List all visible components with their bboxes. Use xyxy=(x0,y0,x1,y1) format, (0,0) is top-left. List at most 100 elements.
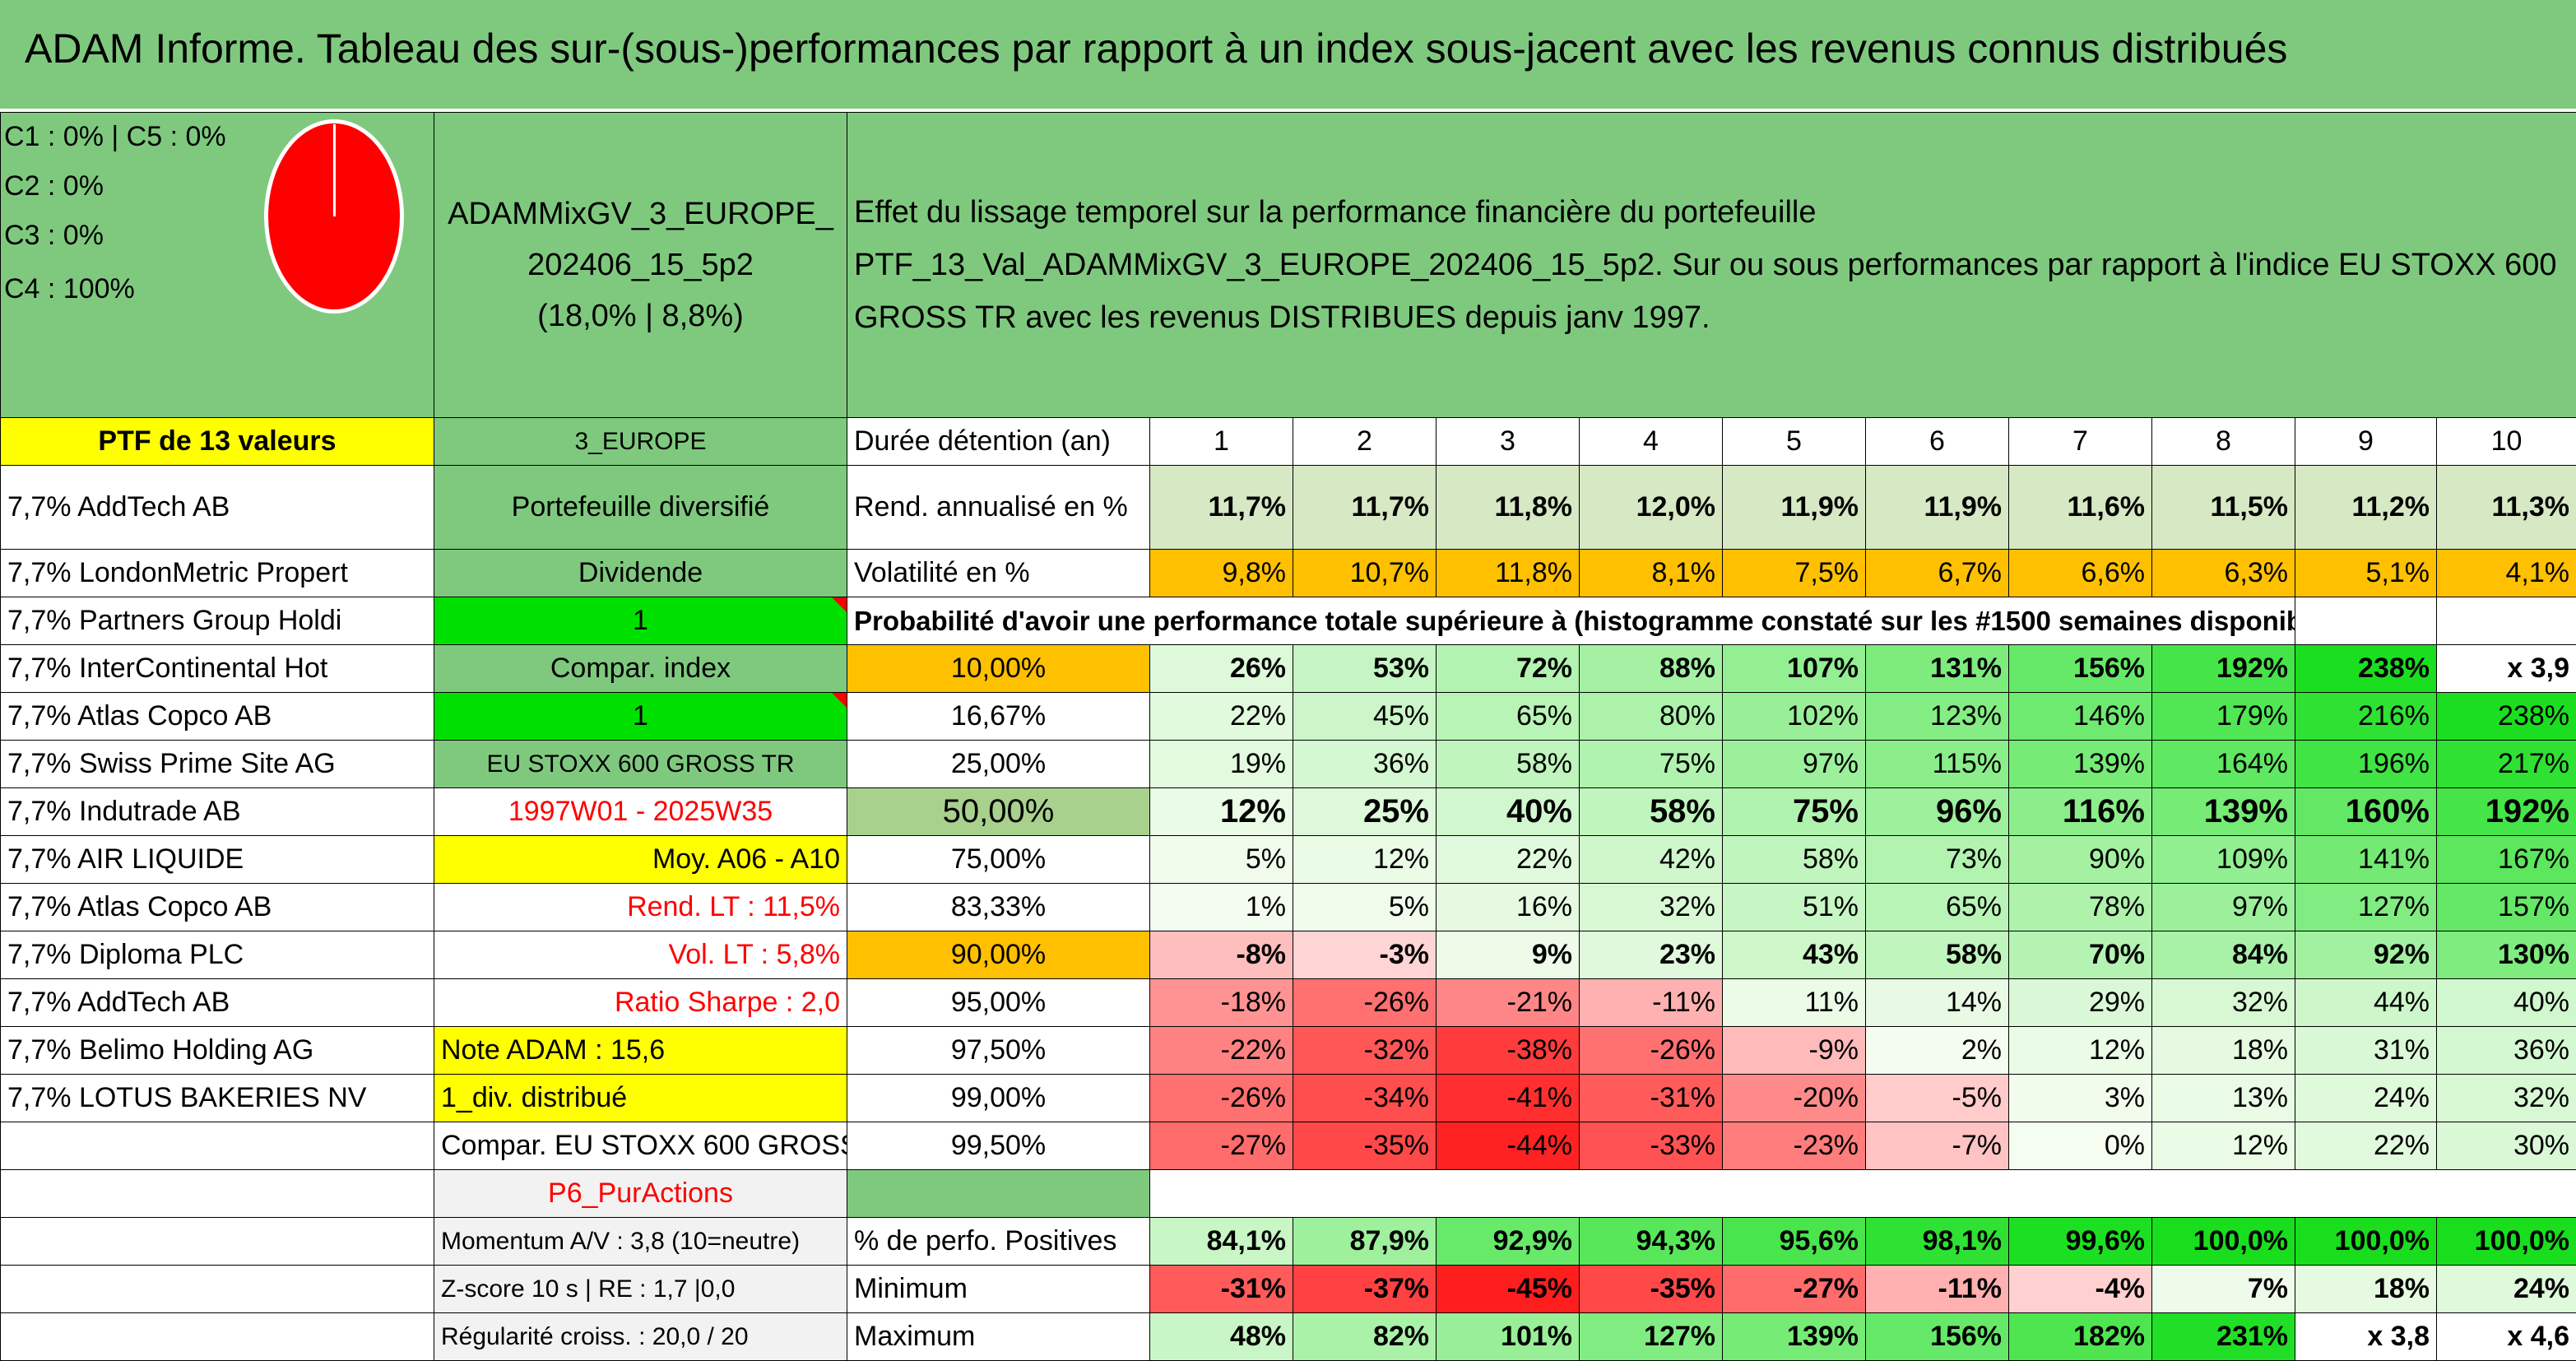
prob-value: 102% xyxy=(1723,693,1866,741)
bottom-value: 139% xyxy=(1723,1313,1866,1361)
prob-value: 58% xyxy=(1437,741,1580,788)
bottom-value: x 3,8 xyxy=(2295,1313,2437,1361)
prob-value: 19% xyxy=(1150,741,1293,788)
prob-value: 5% xyxy=(1150,836,1293,884)
year-header: 8 xyxy=(2152,418,2295,466)
prob-value: 3% xyxy=(2009,1075,2152,1122)
prob-value: 84% xyxy=(2152,931,2295,979)
prob-value: -26% xyxy=(1580,1027,1723,1075)
class-allocation-cell: C1 : 0% | C5 : 0% C2 : 0% C3 : 0% C4 : 1… xyxy=(1,113,434,418)
holding-row-empty xyxy=(1,1170,434,1218)
volatility-value: 4,1% xyxy=(2437,550,2576,597)
prob-value: 58% xyxy=(1866,931,2009,979)
sharpe-ratio: Ratio Sharpe : 2,0 xyxy=(434,979,847,1027)
prob-value: 164% xyxy=(2152,741,2295,788)
return-value: 12,0% xyxy=(1580,466,1723,550)
prob-value: -11% xyxy=(1580,979,1723,1027)
portfolio-type: Portefeuille diversifié xyxy=(434,466,847,550)
prob-value: 51% xyxy=(1723,884,1866,931)
bottom-value: 87,9% xyxy=(1293,1218,1437,1266)
prob-value: 75% xyxy=(1723,788,1866,836)
prob-value: 75% xyxy=(1580,741,1723,788)
prob-value: -7% xyxy=(1866,1122,2009,1170)
return-value: 11,7% xyxy=(1150,466,1293,550)
year-header: 1 xyxy=(1150,418,1293,466)
class-allocation: C1 : 0% | C5 : 0% C2 : 0% C3 : 0% C4 : 1… xyxy=(1,113,434,417)
volatility-value: 10,7% xyxy=(1293,550,1437,597)
prob-value: -38% xyxy=(1437,1027,1580,1075)
prob-value: 156% xyxy=(2009,645,2152,693)
bottom-value: 101% xyxy=(1437,1313,1580,1361)
prob-value: 23% xyxy=(1580,931,1723,979)
prob-value: -26% xyxy=(1293,979,1437,1027)
prob-value: 139% xyxy=(2009,741,2152,788)
holding-row: 7,7% InterContinental Hot xyxy=(1,645,434,693)
holding-row: 7,7% Partners Group Holdi xyxy=(1,597,434,645)
prob-value: -21% xyxy=(1437,979,1580,1027)
prob-value: 80% xyxy=(1580,693,1723,741)
prob-value: 53% xyxy=(1293,645,1437,693)
portfolio-description: Effet du lissage temporel sur la perform… xyxy=(854,195,2557,335)
bottom-value: 94,3% xyxy=(1580,1218,1723,1266)
prob-value: 11% xyxy=(1723,979,1866,1027)
performance-table: C1 : 0% | C5 : 0% C2 : 0% C3 : 0% C4 : 1… xyxy=(0,112,2576,1361)
prob-value: 40% xyxy=(2437,979,2576,1027)
prob-value: 42% xyxy=(1580,836,1723,884)
volatility-value: 8,1% xyxy=(1580,550,1723,597)
year-header: 6 xyxy=(1866,418,2009,466)
strategy-name: P6_PurActions xyxy=(434,1170,847,1218)
probability-level: 25,00% xyxy=(847,741,1150,788)
prob-value: 30% xyxy=(2437,1122,2576,1170)
holding-row-empty xyxy=(1,1313,434,1361)
prob-value: 14% xyxy=(1866,979,2009,1027)
prob-value: 196% xyxy=(2295,741,2437,788)
prob-value: 167% xyxy=(2437,836,2576,884)
prob-value: 139% xyxy=(2152,788,2295,836)
prob-value: -31% xyxy=(1580,1075,1723,1122)
prob-value: 1% xyxy=(1150,884,1293,931)
holding-row: 7,7% Atlas Copco AB xyxy=(1,884,434,931)
year-header: 10 xyxy=(2437,418,2576,466)
prob-value: -22% xyxy=(1150,1027,1293,1075)
prob-value: 12% xyxy=(1150,788,1293,836)
prob-value: -26% xyxy=(1150,1075,1293,1122)
region-label: 3_EUROPE xyxy=(434,418,847,466)
prob-value: 192% xyxy=(2437,788,2576,836)
prob-value: 2% xyxy=(1866,1027,2009,1075)
index-compare-flag: 1 xyxy=(434,693,847,741)
volatility-value: 5,1% xyxy=(2295,550,2437,597)
prob-value: 130% xyxy=(2437,931,2576,979)
description-cell: Effet du lissage temporel sur la perform… xyxy=(847,113,2576,418)
prob-value: -41% xyxy=(1437,1075,1580,1122)
prob-value: 97% xyxy=(2152,884,2295,931)
probability-caption: Probabilité d'avoir une performance tota… xyxy=(847,597,2295,645)
return-value: 11,9% xyxy=(1723,466,1866,550)
prob-value: 58% xyxy=(1723,836,1866,884)
prob-value: 238% xyxy=(2295,645,2437,693)
prob-value: 36% xyxy=(2437,1027,2576,1075)
prob-value: 12% xyxy=(2009,1027,2152,1075)
class-label: C4 : 100% xyxy=(4,273,135,305)
prob-value: 25% xyxy=(1293,788,1437,836)
year-header: 7 xyxy=(2009,418,2152,466)
prob-value: 96% xyxy=(1866,788,2009,836)
prob-value: -34% xyxy=(1293,1075,1437,1122)
prob-value: 12% xyxy=(1293,836,1437,884)
prob-value: 58% xyxy=(1580,788,1723,836)
prob-value: 32% xyxy=(2437,1075,2576,1122)
year-header: 3 xyxy=(1437,418,1580,466)
average-range: Moy. A06 - A10 xyxy=(434,836,847,884)
return-value: 11,8% xyxy=(1437,466,1580,550)
year-header: 5 xyxy=(1723,418,1866,466)
report-header: ADAM Informe. Tableau des sur-(sous-)per… xyxy=(0,0,2576,110)
index-compare-label: Compar. index xyxy=(434,645,847,693)
prob-value: 160% xyxy=(2295,788,2437,836)
prob-value: 0% xyxy=(2009,1122,2152,1170)
class-label: C3 : 0% xyxy=(4,220,104,252)
prob-value: -32% xyxy=(1293,1027,1437,1075)
prob-value: 90% xyxy=(2009,836,2152,884)
prob-value: 146% xyxy=(2009,693,2152,741)
holding-row: 7,7% Diploma PLC xyxy=(1,931,434,979)
long-term-return: Rend. LT : 11,5% xyxy=(434,884,847,931)
income-flag: 1 xyxy=(434,597,847,645)
